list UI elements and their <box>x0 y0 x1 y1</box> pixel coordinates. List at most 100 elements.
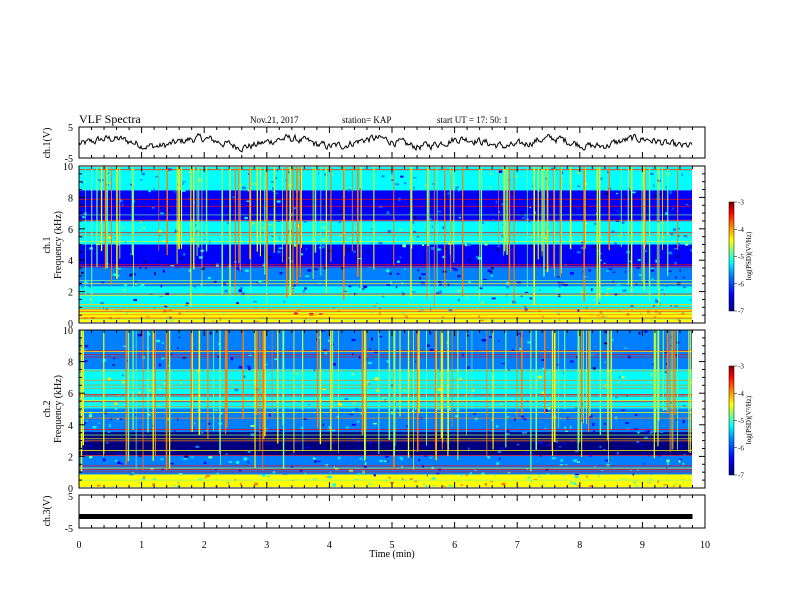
spectrum-speckle <box>199 256 203 259</box>
spectrum-speckle <box>88 285 93 288</box>
spectrum-speckle <box>392 318 395 321</box>
spectrum-speckle <box>353 437 355 440</box>
spectrum-speckle <box>105 362 109 366</box>
spectrum-speckle <box>551 167 554 171</box>
spectrum-speckle <box>344 397 349 401</box>
spectrum-speckle <box>321 238 325 242</box>
spectrum-speckle <box>420 282 425 285</box>
ch2-spectrogram <box>79 330 692 487</box>
spectrum-speckle <box>164 305 168 308</box>
spectrum-speckle <box>148 372 151 375</box>
spectrum-speckle <box>242 179 247 182</box>
spectrum-speckle <box>506 433 510 436</box>
spectrum-speckle <box>517 392 519 395</box>
y-tick-label: 0 <box>68 319 73 330</box>
spectrum-speckle <box>683 234 688 238</box>
spectrum-speckle <box>119 435 123 437</box>
spectrum-speckle <box>230 214 233 218</box>
spectrum-speckle <box>467 204 469 207</box>
spectrum-speckle <box>511 467 515 471</box>
spectrum-speckle <box>683 454 687 456</box>
spectrum-speckle <box>215 263 219 267</box>
ch1-colorbar <box>728 201 735 312</box>
spectrum-speckle <box>266 390 269 393</box>
spectrum-speckle <box>209 331 212 335</box>
spectrum-speckle <box>577 461 580 463</box>
spectrum-speckle <box>167 365 170 367</box>
spectrum-speckle <box>139 313 143 315</box>
spectrum-speckle <box>635 271 639 274</box>
spectrum-speckle <box>162 341 164 344</box>
spectrum-speckle <box>376 302 378 304</box>
spectrum-speckle <box>351 338 356 341</box>
ch1-waveform <box>78 132 693 153</box>
spectrum-speckle <box>178 473 183 476</box>
spectrum-speckle <box>631 247 636 250</box>
spectrum-speckle <box>363 188 365 191</box>
spectrum-speckle <box>418 458 421 462</box>
spectrum-speckle <box>153 169 157 172</box>
spectrum-speckle <box>81 271 84 274</box>
spectrum-speckle <box>194 285 197 289</box>
spectrum-speckle <box>579 482 582 485</box>
spectrum-speckle <box>348 215 350 218</box>
spectrum-speckle <box>472 389 475 392</box>
spectrum-speckle <box>300 253 304 256</box>
spectrum-speckle <box>573 482 577 485</box>
x-axis-label: Time (min) <box>369 549 414 560</box>
spectrum-speckle <box>293 312 298 315</box>
spectrum-speckle <box>295 372 300 375</box>
spectrum-speckle <box>626 428 629 430</box>
spectrum-speckle <box>615 396 618 399</box>
spectrum-speckle <box>484 242 488 246</box>
spectrum-speckle <box>480 319 485 322</box>
spectrum-speckle <box>544 414 547 418</box>
spectrum-speckle <box>621 210 623 213</box>
spectrum-speckle <box>439 290 442 294</box>
spectrum-speckle <box>502 224 504 226</box>
spectrum-speckle <box>294 305 298 309</box>
spectrum-speckle <box>83 212 87 216</box>
spectrum-speckle <box>127 235 130 238</box>
spectrum-speckle <box>604 253 608 255</box>
spectrum-speckle <box>242 375 246 378</box>
spectrum-speckle <box>468 447 470 451</box>
spectrum-speckle <box>481 221 484 225</box>
spectrum-speckle <box>676 418 678 421</box>
spectrum-speckle <box>108 414 111 416</box>
spectrum-speckle <box>624 196 628 198</box>
spectrum-speckle <box>606 463 610 467</box>
spectrum-speckle <box>678 460 681 463</box>
spectrum-speckle <box>418 403 421 405</box>
spectrum-speckle <box>593 371 596 374</box>
spectrum-speckle <box>332 483 336 487</box>
spectrum-speckle <box>633 481 637 484</box>
spectrum-speckle <box>483 278 487 280</box>
spectrum-speckle <box>643 311 646 314</box>
spectrum-speckle <box>89 247 93 250</box>
spectrum-speckle <box>370 242 372 244</box>
spectrum-speckle <box>618 376 621 378</box>
spectrum-speckle <box>107 182 111 185</box>
spectrum-speckle <box>348 254 351 257</box>
spectrum-speckle <box>645 181 650 183</box>
spectrum-speckle <box>204 314 208 317</box>
spectrum-speckle <box>177 417 179 421</box>
spectrum-speckle <box>546 483 549 485</box>
spectrum-speckle <box>212 168 215 170</box>
spectrum-speckle <box>624 478 628 480</box>
spectrum-speckle <box>640 397 642 399</box>
spectrum-speckle <box>457 274 460 278</box>
spectrum-speckle <box>436 280 441 283</box>
spectrum-speckle <box>606 287 611 290</box>
spectrum-speckle <box>559 319 561 322</box>
spectrum-speckle <box>684 424 689 428</box>
spectrum-speckle <box>452 190 454 193</box>
spectrum-speckle <box>274 193 277 195</box>
spectrum-speckle <box>114 310 119 312</box>
spectrum-speckle <box>140 179 143 181</box>
spectrum-speckle <box>136 482 140 485</box>
spectrum-speckle <box>650 381 652 384</box>
spectrum-speckle <box>547 371 550 373</box>
spectrum-speckle <box>421 465 425 468</box>
